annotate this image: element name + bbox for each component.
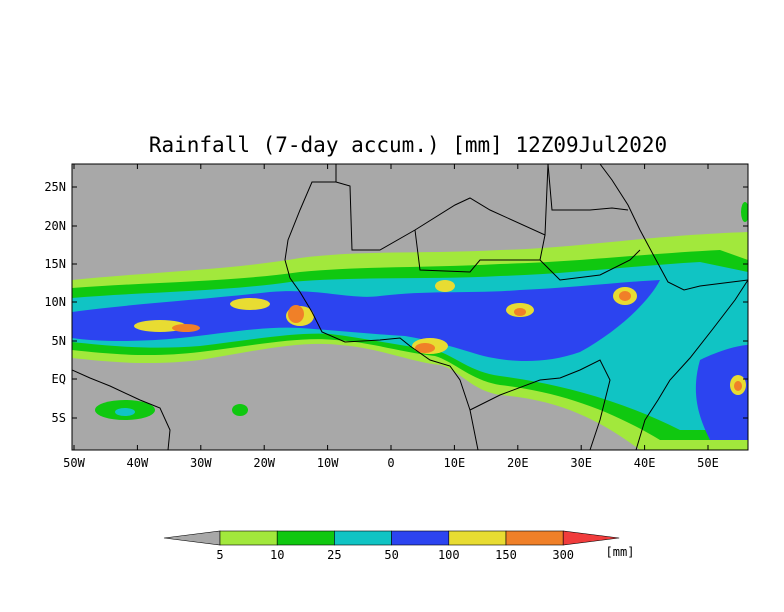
- x-tick-label: 30E: [570, 456, 592, 470]
- x-tick-label: 20E: [507, 456, 529, 470]
- x-tick-label: 50W: [63, 456, 85, 470]
- map-title: Rainfall (7-day accum.) [mm] 12Z09Jul202…: [149, 133, 667, 157]
- legend-label: 25: [327, 548, 341, 562]
- legend-swatch: [219, 530, 278, 546]
- legend-label: 50: [384, 548, 398, 562]
- legend-label: 10: [270, 548, 284, 562]
- rain-band-50mm-east: [695, 345, 748, 440]
- legend-swatch: [505, 530, 564, 546]
- rain-scattered-cells: [95, 202, 748, 420]
- legend-swatch: [276, 530, 335, 546]
- y-tick-label: 5N: [52, 334, 66, 348]
- rain-band-150mm: [172, 291, 742, 391]
- x-tick-label: 20W: [253, 456, 275, 470]
- x-tick-label: 40E: [634, 456, 656, 470]
- map-area: [71, 163, 749, 451]
- y-tick-label: 20N: [44, 219, 66, 233]
- colorbar-legend: 5 10 25 50 100 150 300 [mm]: [163, 530, 635, 562]
- legend-swatch: [391, 530, 450, 546]
- y-tick-label: 25N: [44, 180, 66, 194]
- y-tick-label: 5S: [52, 411, 66, 425]
- rainfall-bands: [72, 202, 748, 450]
- x-axis: 50W 40W 30W 20W 10W 0 10E 20E 30E 40E 50E: [63, 164, 719, 470]
- legend-label: 5: [216, 548, 223, 562]
- y-tick-label: 10N: [44, 295, 66, 309]
- x-tick-label: 40W: [127, 456, 149, 470]
- x-tick-label: 10W: [317, 456, 339, 470]
- legend-swatch-above: [562, 530, 620, 546]
- y-axis: 25N 20N 15N 10N 5N EQ 5S: [44, 180, 748, 425]
- x-tick-label: 50E: [697, 456, 719, 470]
- legend-swatch: [334, 530, 392, 546]
- legend-label: 300: [552, 548, 574, 562]
- legend-label: 150: [495, 548, 517, 562]
- x-tick-label: 30W: [190, 456, 212, 470]
- legend-label: 100: [438, 548, 460, 562]
- map-frame: [71, 163, 749, 451]
- coastlines: [72, 164, 748, 450]
- legend-swatch-below: [163, 530, 221, 546]
- y-tick-label: EQ: [52, 372, 66, 386]
- legend-swatch: [448, 530, 507, 546]
- legend-unit: [mm]: [606, 545, 635, 559]
- rain-band-50mm: [72, 280, 660, 362]
- x-tick-label: 10E: [444, 456, 466, 470]
- x-tick-label: 0: [387, 456, 394, 470]
- y-tick-label: 15N: [44, 257, 66, 271]
